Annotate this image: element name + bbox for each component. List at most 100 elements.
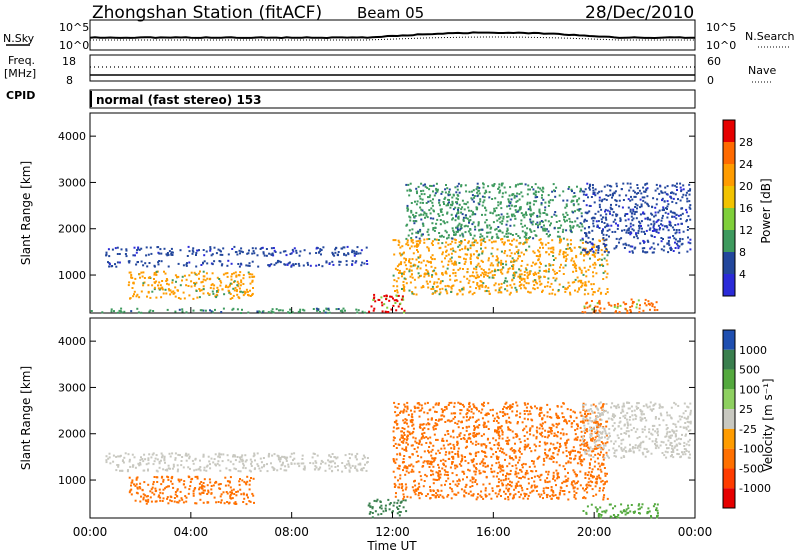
power-cell	[417, 240, 420, 243]
power-cell	[634, 211, 637, 213]
velocity-cell	[596, 475, 599, 478]
velocity-cell	[403, 431, 405, 434]
velocity-cell	[493, 470, 496, 473]
power-cell	[629, 208, 632, 211]
power-cell	[398, 241, 401, 244]
power-cell	[239, 290, 242, 293]
power-cell	[397, 239, 400, 242]
velocity-cell	[479, 494, 482, 497]
power-cell	[416, 200, 419, 203]
power-cell	[452, 217, 454, 220]
velocity-cell	[452, 436, 455, 439]
velocity-cell	[453, 402, 456, 405]
power-cell	[410, 211, 413, 214]
power-cell	[454, 271, 457, 274]
velocity-cell	[250, 460, 253, 463]
velocity-cell	[237, 470, 240, 473]
power-cell	[578, 246, 581, 248]
power-cell	[453, 238, 456, 241]
power-cell	[153, 265, 156, 268]
power-cell	[538, 277, 541, 280]
power-cell	[469, 247, 472, 250]
power-cell	[524, 241, 527, 244]
power-cell	[419, 256, 422, 259]
velocity-cell	[472, 494, 475, 497]
power-cell	[433, 269, 436, 272]
power-colorbar-tick-label: 16	[739, 202, 753, 215]
power-cell	[576, 276, 579, 279]
power-cell	[551, 288, 554, 291]
power-cell	[564, 220, 566, 223]
power-cell	[576, 290, 579, 293]
power-cell	[487, 257, 490, 260]
power-cell	[522, 214, 524, 217]
power-cell	[415, 231, 418, 234]
power-cell	[497, 214, 500, 216]
velocity-cell	[535, 437, 538, 440]
power-cell	[562, 285, 565, 288]
velocity-cell	[589, 412, 592, 415]
velocity-cell	[527, 413, 530, 416]
velocity-cell	[389, 502, 392, 504]
power-cell	[232, 307, 235, 310]
velocity-cell	[122, 461, 125, 464]
power-cell	[585, 234, 588, 237]
power-cell	[457, 230, 459, 233]
power-cell	[406, 241, 409, 244]
velocity-cell	[605, 434, 608, 437]
velocity-cell	[144, 494, 147, 497]
power-cell	[344, 309, 346, 312]
power-cell	[555, 186, 558, 189]
power-cell	[170, 253, 173, 256]
velocity-cell	[336, 456, 339, 459]
power-cell	[456, 292, 459, 295]
velocity-cell	[547, 487, 550, 489]
velocity-cell	[582, 402, 585, 405]
power-cell	[587, 196, 589, 199]
power-cell	[498, 186, 501, 189]
velocity-cell	[276, 469, 279, 472]
velocity-cell	[450, 419, 453, 422]
velocity-cell	[561, 412, 564, 415]
power-cell	[512, 267, 515, 270]
velocity-cell	[462, 470, 465, 473]
velocity-cell	[546, 442, 549, 445]
power-cell	[631, 245, 634, 248]
velocity-cell	[568, 451, 570, 454]
velocity-cell	[402, 506, 405, 509]
power-cell	[275, 308, 278, 311]
velocity-cell	[506, 407, 508, 410]
power-cell	[454, 186, 457, 189]
velocity-cell	[234, 501, 237, 504]
power-cell	[677, 198, 679, 201]
power-cell	[500, 222, 503, 225]
velocity-cell	[556, 477, 559, 480]
power-cell	[413, 222, 416, 225]
velocity-cell	[490, 497, 493, 500]
power-cell	[554, 279, 557, 282]
power-cell	[519, 206, 522, 209]
velocity-cell	[427, 418, 430, 421]
velocity-cell	[558, 491, 561, 494]
power-y-tick-label: 1000	[58, 269, 86, 282]
velocity-cell	[371, 506, 374, 509]
power-cell	[594, 305, 597, 308]
power-cell	[639, 304, 641, 307]
velocity-cell	[260, 461, 263, 464]
power-cell	[527, 237, 530, 239]
velocity-cell	[534, 486, 537, 489]
velocity-cell	[524, 495, 526, 498]
velocity-cell	[250, 465, 253, 467]
velocity-cell	[402, 499, 405, 502]
power-cell	[529, 213, 532, 216]
power-cell	[545, 233, 548, 235]
velocity-cell	[129, 465, 132, 468]
power-cell	[418, 237, 421, 240]
nsearch-tick-bottom: 10^0	[706, 39, 736, 52]
velocity-cell	[334, 462, 336, 465]
velocity-cell	[523, 439, 526, 442]
velocity-cell	[232, 454, 235, 457]
power-cell	[541, 289, 544, 292]
power-cell	[429, 212, 432, 215]
power-cell	[136, 307, 139, 310]
